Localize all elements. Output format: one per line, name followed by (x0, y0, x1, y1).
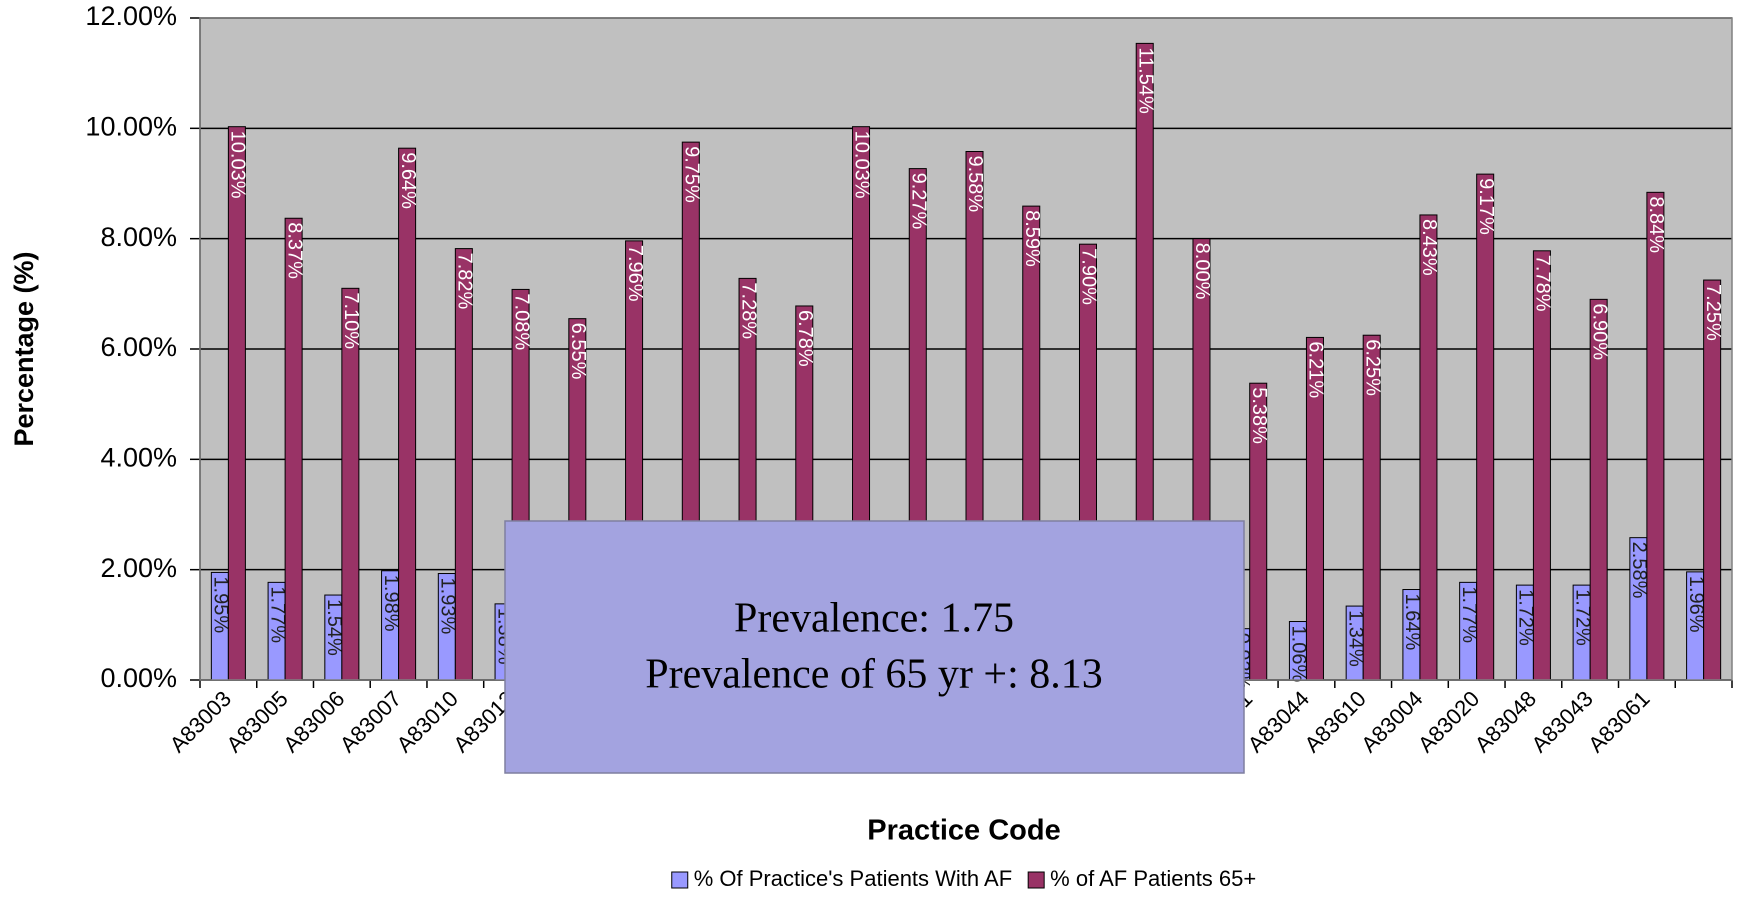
x-tick-label: A83006 (278, 686, 349, 757)
x-tick-label: A83010 (392, 686, 463, 757)
value-label: 1.77% (1458, 586, 1480, 643)
x-tick-label: A83007 (335, 686, 406, 757)
value-label: 9.75% (681, 146, 703, 203)
annotation-line: Prevalence of 65 yr +: 8.13 (645, 652, 1103, 698)
value-label: 7.28% (737, 282, 759, 339)
value-label: 7.10% (340, 292, 362, 349)
value-label: 1.98% (380, 575, 402, 632)
value-label: 1.93% (437, 578, 459, 635)
x-tick-label: A83043 (1526, 686, 1597, 757)
value-label: 6.21% (1305, 341, 1327, 398)
y-tick-label: 2.00% (100, 553, 177, 583)
value-label: 7.96% (624, 245, 646, 302)
x-tick-label: A83005 (221, 686, 292, 757)
value-label: 10.03% (851, 131, 873, 199)
value-label: 10.03% (227, 131, 249, 199)
value-label: 7.25% (1702, 284, 1724, 341)
x-tick-label: A83061 (1583, 686, 1654, 757)
value-label: 7.78% (1532, 255, 1554, 312)
x-tick-label: A83610 (1300, 686, 1371, 757)
value-label: 1.54% (323, 599, 345, 656)
value-label: 9.58% (964, 156, 986, 213)
legend: % Of Practice's Patients With AF % of AF … (671, 866, 1256, 891)
bar (1532, 250, 1551, 681)
value-label: 9.27% (907, 173, 929, 230)
value-label: 9.17% (1475, 178, 1497, 235)
y-tick-label: 10.00% (85, 111, 177, 141)
y-tick-label: 6.00% (100, 332, 177, 362)
y-axis-title: Percentage (%) (9, 251, 39, 446)
x-tick-label: A83044 (1243, 686, 1314, 757)
legend-label: % of AF Patients 65+ (1050, 866, 1256, 891)
value-label: 5.38% (1248, 387, 1270, 444)
value-label: 1.72% (1571, 589, 1593, 646)
annotation-line: Prevalence: 1.75 (734, 596, 1014, 642)
value-label: 1.95% (210, 576, 232, 633)
bar (1646, 191, 1665, 681)
legend-swatch (1027, 871, 1045, 889)
value-label: 7.90% (1078, 248, 1100, 305)
legend-swatch (671, 871, 689, 889)
value-label: 1.06% (1288, 626, 1310, 683)
value-label: 8.84% (1645, 196, 1667, 253)
annotation-box (504, 520, 1245, 774)
value-label: 9.64% (397, 152, 419, 209)
x-axis-title: Practice Code (867, 815, 1060, 847)
y-tick-label: 4.00% (100, 442, 177, 472)
bar (284, 217, 303, 681)
value-label: 2.58% (1628, 542, 1650, 599)
x-tick-label: A83048 (1470, 686, 1541, 757)
value-label: 6.55% (567, 323, 589, 380)
x-tick-label: A83004 (1356, 686, 1427, 757)
bar (398, 147, 417, 681)
y-tick-label: 0.00% (100, 663, 177, 693)
legend-label: % Of Practice's Patients With AF (694, 866, 1012, 891)
value-label: 6.25% (1361, 339, 1383, 396)
value-label: 8.00% (1191, 243, 1213, 300)
value-label: 8.37% (283, 222, 305, 279)
value-label: 6.78% (794, 310, 816, 367)
value-label: 8.43% (1418, 219, 1440, 276)
value-label: 11.54% (1134, 47, 1156, 114)
x-tick-label: A83020 (1413, 686, 1484, 757)
value-label: 8.59% (1021, 210, 1043, 267)
bar (1419, 214, 1438, 681)
value-label: 7.08% (510, 293, 532, 350)
y-tick-label: 8.00% (100, 222, 177, 252)
bar (227, 126, 246, 681)
y-tick-label: 12.00% (85, 1, 177, 31)
value-label: 1.72% (1515, 589, 1537, 646)
bar (1476, 173, 1495, 681)
value-label: 1.96% (1685, 576, 1707, 633)
bar (454, 248, 473, 681)
value-label: 1.34% (1344, 610, 1366, 667)
x-tick-label: A83003 (165, 686, 236, 757)
value-label: 6.90% (1588, 303, 1610, 360)
value-label: 1.77% (266, 586, 288, 643)
value-label: 7.82% (454, 253, 476, 310)
value-label: 1.64% (1401, 594, 1423, 651)
